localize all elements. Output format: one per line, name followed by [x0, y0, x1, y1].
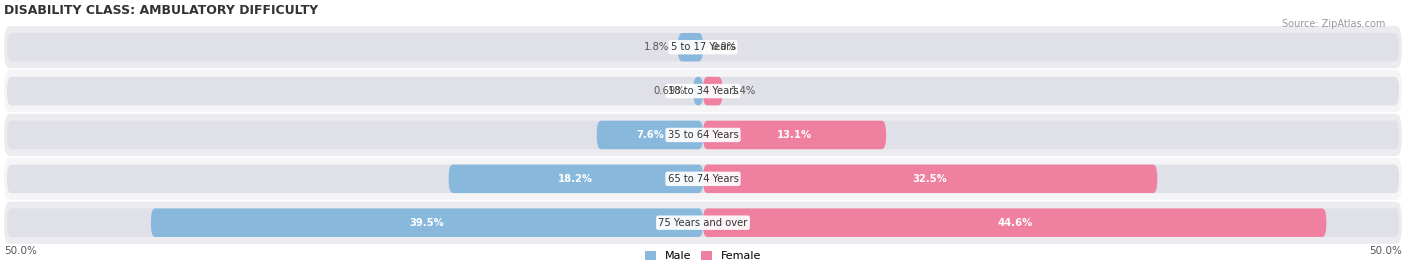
FancyBboxPatch shape	[4, 70, 1402, 112]
Text: 44.6%: 44.6%	[997, 218, 1032, 228]
Text: 0.0%: 0.0%	[711, 42, 737, 52]
FancyBboxPatch shape	[596, 121, 703, 149]
Text: 18.2%: 18.2%	[558, 174, 593, 184]
FancyBboxPatch shape	[150, 209, 703, 237]
FancyBboxPatch shape	[7, 33, 1399, 61]
FancyBboxPatch shape	[693, 77, 703, 105]
Text: 50.0%: 50.0%	[4, 246, 37, 256]
FancyBboxPatch shape	[703, 77, 723, 105]
Text: 39.5%: 39.5%	[409, 218, 444, 228]
Legend: Male, Female: Male, Female	[641, 246, 765, 265]
FancyBboxPatch shape	[703, 165, 1157, 193]
FancyBboxPatch shape	[4, 158, 1402, 200]
Text: DISABILITY CLASS: AMBULATORY DIFFICULTY: DISABILITY CLASS: AMBULATORY DIFFICULTY	[4, 4, 318, 17]
Text: 7.6%: 7.6%	[636, 130, 664, 140]
Text: 32.5%: 32.5%	[912, 174, 948, 184]
FancyBboxPatch shape	[7, 77, 1399, 105]
FancyBboxPatch shape	[678, 33, 703, 61]
FancyBboxPatch shape	[4, 114, 1402, 156]
Text: 1.4%: 1.4%	[731, 86, 756, 96]
FancyBboxPatch shape	[703, 209, 1326, 237]
Text: 65 to 74 Years: 65 to 74 Years	[668, 174, 738, 184]
Text: 18 to 34 Years: 18 to 34 Years	[668, 86, 738, 96]
Text: 5 to 17 Years: 5 to 17 Years	[671, 42, 735, 52]
FancyBboxPatch shape	[449, 165, 703, 193]
Text: 35 to 64 Years: 35 to 64 Years	[668, 130, 738, 140]
FancyBboxPatch shape	[7, 165, 1399, 193]
FancyBboxPatch shape	[7, 121, 1399, 149]
FancyBboxPatch shape	[4, 26, 1402, 68]
FancyBboxPatch shape	[7, 209, 1399, 237]
Text: 0.69%: 0.69%	[654, 86, 685, 96]
FancyBboxPatch shape	[4, 202, 1402, 244]
Text: 75 Years and over: 75 Years and over	[658, 218, 748, 228]
Text: 50.0%: 50.0%	[1369, 246, 1402, 256]
Text: Source: ZipAtlas.com: Source: ZipAtlas.com	[1281, 19, 1385, 29]
FancyBboxPatch shape	[703, 121, 886, 149]
Text: 13.1%: 13.1%	[778, 130, 813, 140]
Text: 1.8%: 1.8%	[644, 42, 669, 52]
